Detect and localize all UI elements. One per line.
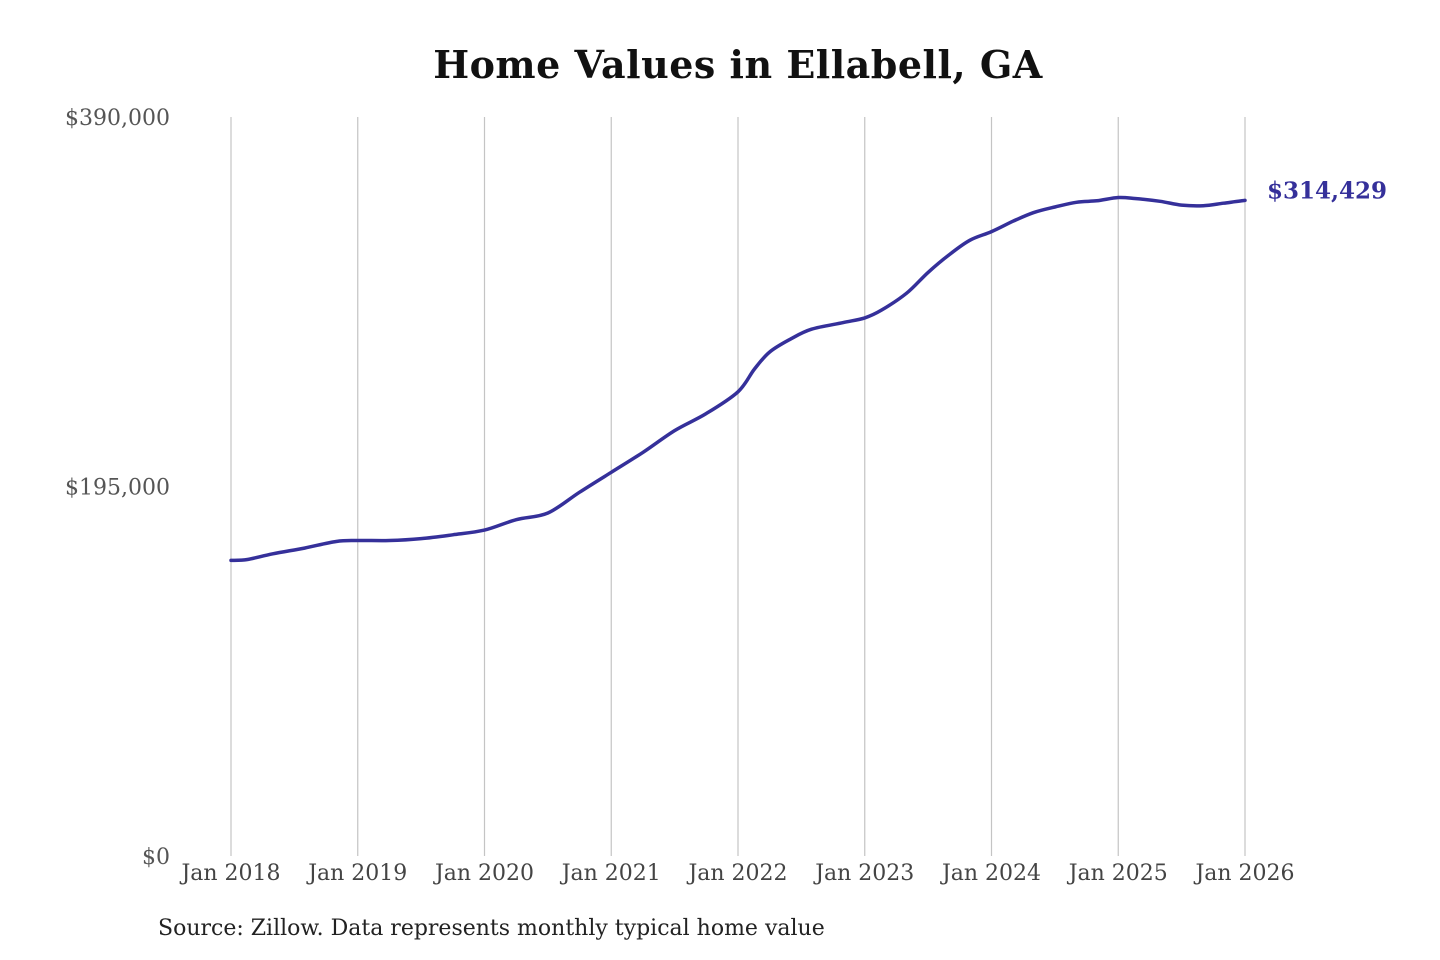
y-axis-ticks: $0 $195,000 $390,000 bbox=[65, 106, 170, 870]
chart-title: Home Values in Ellabell, GA bbox=[433, 42, 1043, 87]
y-tick-label: $0 bbox=[142, 845, 170, 870]
x-tick-label: Jan 2018 bbox=[179, 861, 280, 886]
series-line-0 bbox=[229, 195, 1247, 563]
x-tick-label: Jan 2026 bbox=[1193, 861, 1294, 886]
y-tick-label: $390,000 bbox=[65, 106, 170, 131]
y-tick-label: $195,000 bbox=[65, 476, 170, 501]
x-axis-ticks: Jan 2018 Jan 2019 Jan 2020 Jan 2021 Jan 2022… bbox=[179, 861, 1294, 886]
x-tick-label: Jan 2020 bbox=[433, 861, 534, 886]
x-tick-label: Jan 2019 bbox=[306, 861, 407, 886]
x-tick-label: Jan 2021 bbox=[560, 861, 661, 886]
x-tick-label: Jan 2024 bbox=[940, 861, 1041, 886]
x-tick-label: Jan 2023 bbox=[813, 861, 914, 886]
x-tick-label: Jan 2022 bbox=[686, 861, 787, 886]
gridlines bbox=[230, 117, 1246, 856]
end-value-label: $314,429 bbox=[1267, 177, 1387, 204]
source-note: Source: Zillow. Data represents monthly … bbox=[158, 916, 825, 941]
x-tick-label: Jan 2025 bbox=[1067, 861, 1168, 886]
end-label-layer: $314,429 bbox=[1267, 177, 1387, 204]
series-layer bbox=[229, 195, 1247, 563]
